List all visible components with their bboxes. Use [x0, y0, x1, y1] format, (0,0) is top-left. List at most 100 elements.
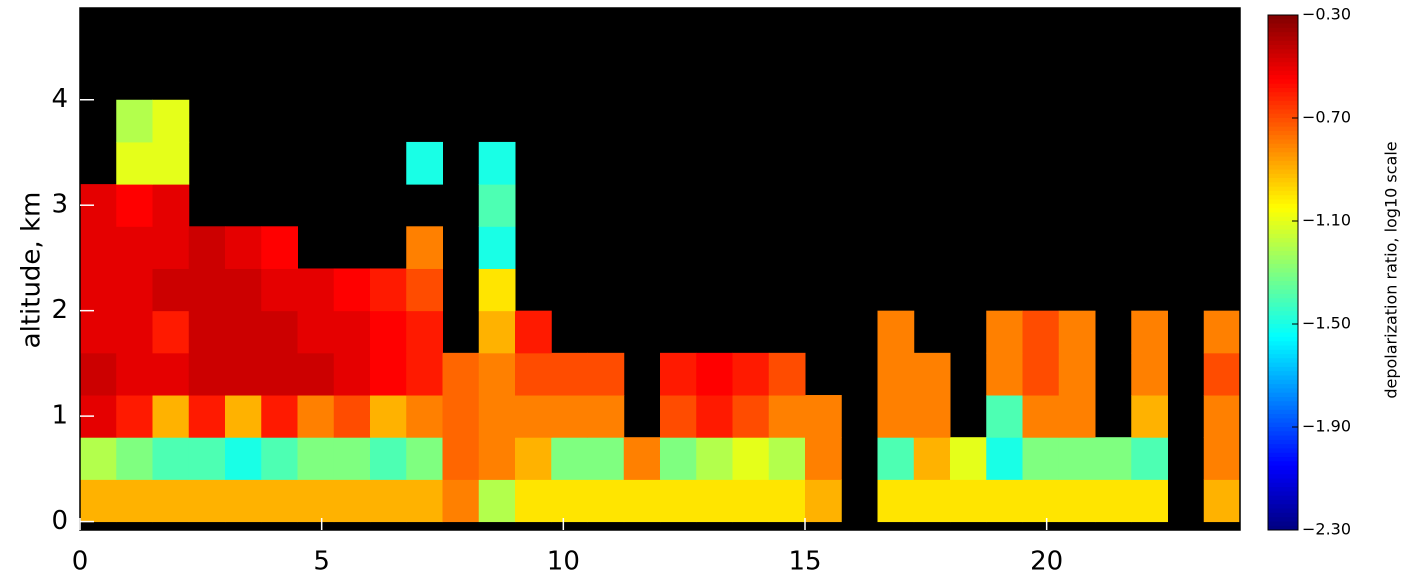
heat-cell [188, 437, 226, 480]
heat-cell [80, 479, 117, 523]
y-tick-label: 4 [51, 84, 68, 114]
heat-cell [696, 479, 733, 523]
heat-cell [1022, 310, 1060, 354]
heat-cell [406, 395, 443, 438]
colorbar-step [1268, 358, 1298, 364]
heat-cell [297, 479, 335, 523]
heat-cell [1203, 395, 1241, 438]
colorbar-step [1268, 242, 1298, 248]
heat-cell [587, 479, 625, 523]
colorbar-step [1268, 332, 1298, 338]
heat-cell [986, 479, 1023, 523]
colorbar-step [1268, 435, 1298, 441]
colorbar-step [1268, 66, 1298, 72]
colorbar-step [1268, 366, 1298, 372]
colorbar-step [1268, 57, 1298, 63]
heat-cell [333, 395, 371, 438]
colorbar-step [1268, 272, 1298, 278]
heat-cell [370, 395, 407, 438]
colorbar-step [1268, 23, 1298, 29]
heat-cell [660, 479, 697, 523]
y-tick-label: 2 [51, 295, 68, 325]
heat-cell [116, 99, 153, 143]
heat-cell [660, 437, 697, 480]
heat-cell [188, 479, 226, 523]
heat-cell [80, 310, 117, 354]
colorbar-step [1268, 512, 1298, 518]
colorbar-step [1268, 392, 1298, 398]
heat-cell [116, 437, 153, 480]
colorbar-step [1268, 491, 1298, 497]
heat-cell [986, 395, 1023, 438]
x-tick-label: 10 [547, 547, 580, 577]
heat-cell [406, 479, 443, 523]
colorbar-step [1268, 208, 1298, 213]
heat-cell [1131, 395, 1168, 438]
colorbar-step [1268, 324, 1298, 329]
heat-cell [478, 437, 516, 480]
colorbar-step [1268, 126, 1298, 132]
heat-cell [1058, 437, 1096, 480]
colorbar-step [1268, 139, 1298, 145]
heat-cell [696, 395, 733, 438]
heat-cell [768, 479, 806, 523]
colorbar-step [1268, 259, 1298, 265]
heat-cell [152, 437, 190, 480]
heat-cell [188, 395, 226, 438]
colorbar-step [1268, 203, 1298, 209]
colorbar-step [1268, 405, 1298, 411]
heat-cell [116, 310, 153, 354]
heat-cell [80, 437, 117, 480]
colorbar-step [1268, 517, 1298, 522]
heat-cell [877, 310, 915, 354]
heat-cell [515, 310, 552, 354]
colorbar-step [1268, 444, 1298, 449]
heat-cell [986, 437, 1023, 480]
colorbar-step [1268, 521, 1298, 527]
heat-cell [152, 395, 190, 438]
heat-cell [1022, 437, 1060, 480]
colorbar-step [1268, 62, 1298, 67]
colorbar-step [1268, 118, 1298, 123]
colorbar-tick-label: −0.70 [1302, 108, 1351, 127]
heat-cell [333, 352, 371, 396]
colorbar-step [1268, 302, 1298, 308]
colorbar-step [1268, 70, 1298, 76]
heat-cell [1131, 479, 1168, 523]
colorbar-step [1268, 83, 1298, 89]
colorbar-step [1268, 457, 1298, 462]
heat-cell [950, 479, 987, 523]
colorbar-step [1268, 427, 1298, 432]
heat-cell [188, 310, 226, 354]
heat-cell [152, 141, 190, 185]
colorbar-step [1268, 156, 1298, 162]
colorbar-step [1268, 100, 1298, 106]
colorbar-step [1268, 281, 1298, 286]
heat-cell [478, 352, 516, 396]
heat-cell [732, 479, 770, 523]
colorbar-step [1268, 482, 1298, 488]
colorbar-step [1268, 36, 1298, 42]
colorbar-step [1268, 379, 1298, 385]
colorbar-step [1268, 495, 1298, 501]
colorbar-step [1268, 233, 1298, 239]
y-tick-label: 0 [51, 506, 68, 536]
x-tick-label: 20 [1030, 547, 1063, 577]
heat-cell [297, 352, 335, 396]
heat-cell [406, 141, 443, 185]
colorbar-step [1268, 182, 1298, 188]
heat-cell [406, 226, 443, 269]
heat-cell [877, 352, 915, 396]
colorbar-step [1268, 178, 1298, 183]
heat-cell [587, 437, 625, 480]
heat-cell [768, 395, 806, 438]
heat-cell [768, 352, 806, 396]
heat-cell [1022, 479, 1060, 523]
colorbar-step [1268, 27, 1298, 33]
colorbar-step [1268, 289, 1298, 295]
colorbar-step [1268, 173, 1298, 179]
x-tick-label: 5 [313, 547, 330, 577]
colorbar-step [1268, 186, 1298, 192]
heat-cell [442, 479, 480, 523]
heat-cell [188, 268, 226, 312]
